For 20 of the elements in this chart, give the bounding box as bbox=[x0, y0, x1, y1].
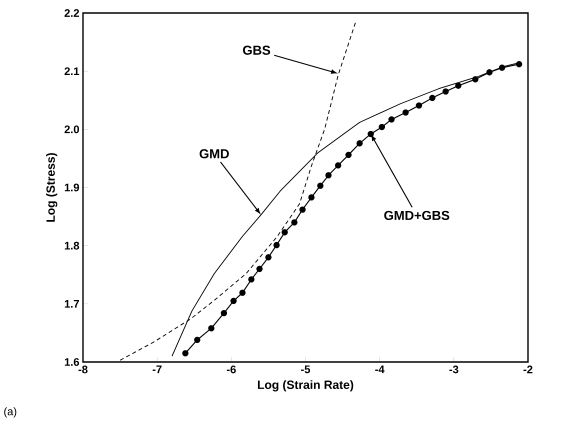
y-tick-label: 1.7 bbox=[64, 300, 79, 308]
y-axis-title: Log (Stress) bbox=[46, 153, 58, 222]
x-tick-label: -5 bbox=[301, 366, 310, 374]
annotation: GBS bbox=[242, 46, 270, 55]
x-tick-label: -4 bbox=[375, 366, 384, 374]
text: (a) bbox=[4, 407, 16, 418]
y-tick-label: 1.8 bbox=[64, 242, 80, 250]
x-tick-label: -6 bbox=[226, 366, 236, 374]
annotation: GMD bbox=[200, 149, 229, 158]
y-tick-label: 1.9 bbox=[64, 184, 80, 192]
annotation: GMD+GBS bbox=[384, 210, 450, 220]
y-tick-label: 2.0 bbox=[64, 125, 80, 134]
y-tick-label: 2.2 bbox=[64, 9, 80, 17]
x-tick-label: -7 bbox=[152, 366, 162, 374]
x-axis-title: Log (Strain Rate) bbox=[258, 380, 354, 392]
x-tick-label: -8 bbox=[78, 366, 88, 374]
y-tick-label: 1.6 bbox=[64, 358, 80, 366]
y-tick-label: 2.1 bbox=[64, 67, 80, 76]
x-tick-label: -3 bbox=[449, 366, 458, 374]
x-tick-label: -2 bbox=[524, 366, 532, 374]
